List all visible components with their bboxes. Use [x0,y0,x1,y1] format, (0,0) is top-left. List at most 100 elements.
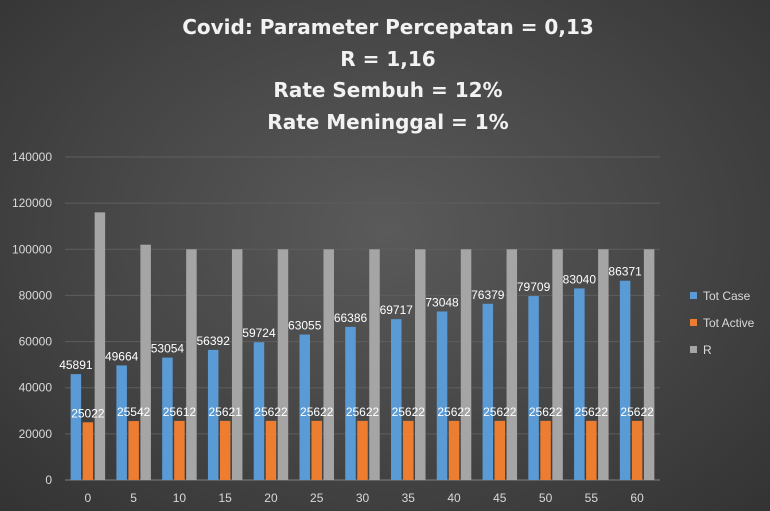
bar-tot-active [357,420,368,480]
y-tick-label: 140000 [12,150,52,164]
bar-tot-case [116,365,127,480]
bar-tot-active [82,422,94,480]
data-label-tot-active: 25612 [163,405,197,419]
data-label-tot-case: 73048 [425,295,459,309]
bar-tot-active [494,420,506,480]
data-label-tot-active: 25622 [300,405,334,419]
x-tick-label: 60 [630,491,644,505]
y-tick-label: 60000 [19,335,53,349]
y-tick-label: 40000 [19,381,53,395]
x-tick-label: 45 [493,491,507,505]
bar-tot-active [403,420,414,480]
legend-label: R [703,343,712,357]
data-label-tot-case: 59724 [242,326,276,340]
bar-r [231,249,243,480]
bar-tot-case [482,303,494,480]
bar-tot-case [207,349,219,480]
data-label-tot-active: 25622 [392,405,426,419]
title-line-4: Rate Meninggal = 1% [267,110,508,134]
legend-swatch [690,292,697,299]
x-axis-ticks: 0 5 10 15 20 25 30 35 40 45 50 55 60 [85,491,645,505]
bars [70,212,655,480]
bar-tot-active [586,420,597,480]
x-tick-label: 35 [402,491,416,505]
title-line-1: Covid: Parameter Percepatan = 0,13 [182,15,594,39]
bar-tot-active [265,420,277,480]
chart-title: Covid: Parameter Percepatan = 0,13 R = 1… [182,15,594,134]
bar-tot-case [70,374,82,480]
data-label-tot-case: 49664 [105,349,139,363]
data-label-tot-active: 25622 [254,405,288,419]
data-label-tot-case: 69717 [380,303,414,317]
bar-tot-active [219,420,231,480]
data-label-tot-case: 56392 [197,334,231,348]
data-label-tot-active: 25622 [483,405,517,419]
bar-tot-active [174,420,185,480]
data-label-tot-active: 25022 [71,406,105,420]
data-label-tot-case: 66386 [334,311,368,325]
data-label-tot-case: 79709 [517,280,551,294]
x-tick-label: 30 [356,491,370,505]
x-tick-label: 55 [585,491,599,505]
bar-r [323,249,334,480]
data-label-tot-active: 25622 [346,405,380,419]
bar-r [369,249,380,480]
bar-tot-active [128,421,139,480]
x-tick-label: 15 [219,491,233,505]
data-labels: 45891 25022 49664 25542 53054 25612 56392 25621… [59,265,654,421]
bar-tot-case [574,288,585,480]
bar-r [94,212,106,480]
bar-r [277,249,289,480]
data-label-tot-active: 25542 [117,405,151,419]
bar-r [460,249,472,480]
data-label-tot-active: 25622 [529,405,563,419]
x-tick-label: 10 [173,491,187,505]
legend-swatch [690,319,697,326]
legend-label: Tot Case [703,289,751,303]
y-tick-label: 120000 [12,196,52,210]
legend-swatch [690,346,697,353]
y-tick-label: 20000 [19,427,53,441]
x-tick-label: 5 [130,491,137,505]
y-tick-label: 100000 [12,242,52,256]
bar-r [186,249,197,480]
bar-tot-active [540,420,551,480]
data-label-tot-case: 45891 [59,358,93,372]
data-label-tot-case: 76379 [471,288,505,302]
bar-r [140,244,151,480]
x-tick-label: 0 [85,491,92,505]
bar-tot-case [619,280,631,480]
bar-r [506,249,518,480]
bar-r [415,249,426,480]
bar-tot-case [253,342,265,480]
bar-tot-case [345,326,356,480]
data-label-tot-active: 25622 [620,405,654,419]
bar-r [552,249,563,480]
bar-tot-case [528,296,539,480]
bar-tot-active [631,420,643,480]
legend: Tot Case Tot Active R [690,289,755,357]
data-label-tot-active: 25622 [437,405,471,419]
bar-tot-case [391,319,402,480]
bar-r [598,249,609,480]
legend-label: Tot Active [703,316,755,330]
bar-tot-case [436,311,448,480]
bar-tot-active [311,420,322,480]
bar-tot-active [448,420,460,480]
x-tick-label: 25 [310,491,324,505]
bar-r [643,249,655,480]
title-line-2: R = 1,16 [340,47,435,71]
y-tick-label: 80000 [19,288,53,302]
data-label-tot-active: 25621 [209,405,243,419]
data-label-tot-case: 83040 [563,272,597,286]
data-label-tot-case: 53054 [151,342,185,356]
x-tick-label: 50 [539,491,553,505]
y-tick-label: 0 [45,473,52,487]
data-label-tot-case: 86371 [608,265,642,279]
bar-tot-case [162,357,173,480]
x-tick-label: 20 [264,491,278,505]
x-tick-label: 40 [447,491,461,505]
data-label-tot-case: 63055 [288,319,322,333]
title-line-3: Rate Sembuh = 12% [273,78,502,102]
